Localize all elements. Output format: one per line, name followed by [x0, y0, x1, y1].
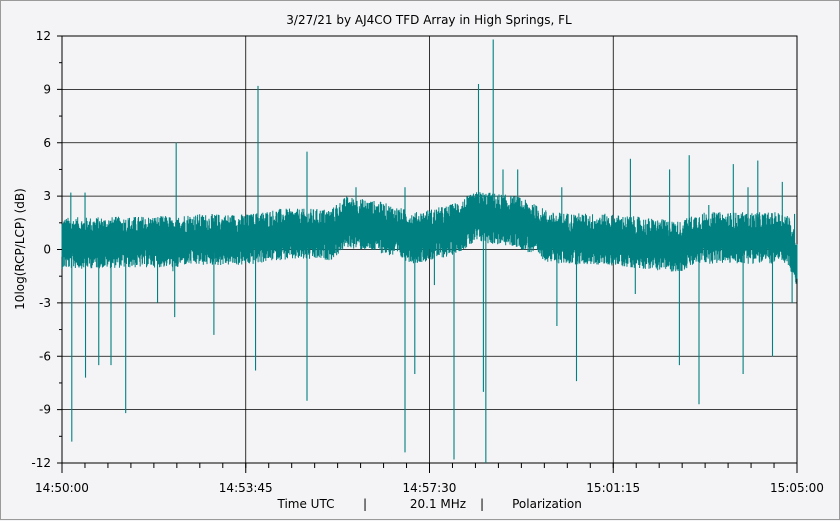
y-tick-label: 3	[43, 189, 51, 203]
x-label-part: |	[363, 497, 367, 511]
y-tick-label: 0	[43, 243, 51, 257]
x-tick-label: 14:57:30	[403, 481, 457, 495]
y-tick-label: -12	[31, 456, 51, 470]
x-label-part: Time UTC	[277, 497, 335, 511]
chart-title: 3/27/21 by AJ4CO TFD Array in High Sprin…	[286, 13, 572, 27]
x-tick-label: 14:53:45	[219, 481, 273, 495]
y-tick-label: 12	[36, 29, 51, 43]
x-axis-label: Time UTC | 20.1 MHz | Polarization	[277, 497, 582, 511]
y-tick-label: -3	[39, 296, 51, 310]
x-tick-label: 15:05:00	[770, 481, 824, 495]
y-axis-label: 10log(RCP/LCP) (dB)	[13, 188, 27, 310]
y-tick-label: -6	[39, 349, 51, 363]
x-tick-label: 14:50:00	[35, 481, 89, 495]
y-tick-label: 6	[43, 136, 51, 150]
x-axis-ticks: 14:50:00 14:53:45 14:57:30 15:01:15 15:05:00	[35, 463, 824, 495]
x-label-part: 20.1 MHz	[410, 497, 466, 511]
polarization-trace	[61, 39, 798, 463]
x-tick-label: 15:01:15	[586, 481, 640, 495]
y-tick-label: -9	[39, 403, 51, 417]
x-label-part: |	[480, 497, 484, 511]
x-label-part: Polarization	[512, 497, 582, 511]
y-tick-label: 9	[43, 82, 51, 96]
y-axis-ticks: 12 9 6 3 0 -3 -6 -9 -12	[31, 29, 62, 470]
